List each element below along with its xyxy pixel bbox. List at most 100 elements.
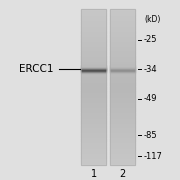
Bar <box>81 123 106 124</box>
Bar <box>110 50 135 52</box>
Bar <box>81 82 106 83</box>
Bar <box>81 54 106 55</box>
Bar <box>110 75 135 76</box>
Bar <box>81 88 106 89</box>
Bar <box>110 53 135 54</box>
Bar <box>110 93 135 95</box>
Bar <box>81 118 106 119</box>
Bar <box>110 63 135 65</box>
Bar <box>110 88 135 89</box>
Text: ERCC1: ERCC1 <box>19 64 54 74</box>
Bar <box>110 69 135 70</box>
Bar <box>81 157 106 158</box>
Bar <box>110 39 135 40</box>
Bar <box>81 140 106 141</box>
Bar <box>81 83 106 84</box>
Bar <box>81 53 106 54</box>
Bar <box>110 62 135 63</box>
Text: -25: -25 <box>143 35 157 44</box>
Bar <box>110 83 135 84</box>
Bar <box>110 17 135 18</box>
Bar <box>81 162 106 163</box>
Bar <box>81 104 106 105</box>
Bar <box>81 158 106 160</box>
Bar <box>81 93 106 95</box>
Bar <box>81 27 106 28</box>
Bar <box>110 118 135 119</box>
Bar <box>110 49 135 50</box>
Bar <box>110 109 135 110</box>
Bar <box>110 94 135 96</box>
Bar <box>81 124 106 126</box>
Bar <box>81 59 106 61</box>
Bar <box>110 72 135 73</box>
Bar <box>110 32 135 33</box>
Bar <box>81 41 106 42</box>
Bar <box>81 84 106 86</box>
Bar <box>110 22 135 23</box>
Bar <box>110 152 135 153</box>
Bar <box>110 54 135 55</box>
Bar <box>110 122 135 123</box>
Bar <box>110 110 135 111</box>
Bar <box>110 97 135 98</box>
Bar <box>110 58 135 59</box>
Bar <box>110 84 135 86</box>
Bar <box>81 156 106 157</box>
Bar <box>110 140 135 141</box>
Bar <box>81 45 106 46</box>
Bar <box>81 76 106 78</box>
Bar <box>110 117 135 118</box>
Bar <box>81 32 106 33</box>
Bar <box>81 50 106 52</box>
Bar <box>110 102 135 104</box>
Bar <box>110 61 135 62</box>
Bar <box>81 22 106 23</box>
Text: (kD): (kD) <box>144 15 160 24</box>
Bar <box>81 69 106 70</box>
Bar <box>81 61 106 62</box>
Bar <box>81 128 106 130</box>
Bar <box>81 18 106 19</box>
Bar <box>110 41 135 42</box>
Bar <box>110 89 135 91</box>
Bar <box>110 42 135 44</box>
Bar <box>81 57 106 58</box>
Bar <box>110 45 135 46</box>
Bar <box>110 82 135 83</box>
Bar <box>81 87 106 88</box>
Bar <box>110 104 135 105</box>
Bar <box>110 157 135 158</box>
Bar <box>110 40 135 41</box>
Bar <box>81 141 106 143</box>
Bar <box>110 135 135 136</box>
Bar <box>81 94 106 96</box>
Bar <box>110 130 135 131</box>
Bar <box>110 156 135 157</box>
Bar <box>81 17 106 18</box>
Bar <box>81 66 106 67</box>
Bar <box>110 52 135 53</box>
Bar <box>110 131 135 132</box>
Bar <box>110 9 135 10</box>
Bar <box>110 160 135 161</box>
Bar <box>110 141 135 143</box>
Bar <box>110 35 135 36</box>
Bar <box>81 78 106 79</box>
Bar <box>81 97 106 98</box>
Bar <box>81 107 106 109</box>
Bar <box>81 145 106 147</box>
Bar <box>81 111 106 113</box>
Bar <box>81 72 106 74</box>
Bar <box>110 153 135 154</box>
Bar <box>110 145 135 147</box>
Bar <box>81 110 106 111</box>
Bar <box>110 48 135 49</box>
Bar <box>81 136 106 138</box>
Bar <box>110 111 135 113</box>
Bar <box>110 114 135 115</box>
Bar <box>81 42 106 44</box>
Bar <box>110 119 135 121</box>
Bar <box>110 26 135 27</box>
Bar <box>81 117 106 118</box>
